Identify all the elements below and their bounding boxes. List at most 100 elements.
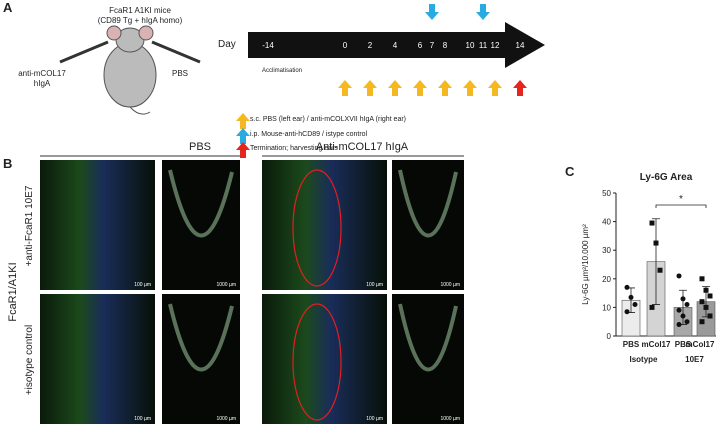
row-label: +anti-FcaR1 10E7 — [24, 185, 35, 266]
acclimatisation: Acclimatisation — [262, 68, 302, 74]
mouse-title: FcaR1 A1KI mice — [109, 6, 171, 15]
panel-letter: A — [3, 0, 13, 15]
point — [624, 284, 630, 290]
day-tick: 0 — [343, 41, 348, 50]
chart-title: Ly-6G Area — [640, 172, 693, 183]
roi — [292, 169, 342, 287]
point — [624, 309, 630, 315]
arrow — [463, 80, 477, 96]
y-tick-label: 30 — [602, 246, 611, 255]
arrow — [363, 80, 377, 96]
scale-bar: 1000 µm — [216, 282, 236, 288]
day-tick: 14 — [516, 41, 525, 50]
y-tick-label: 0 — [607, 332, 612, 341]
y-tick-label: 20 — [602, 275, 611, 284]
roi — [292, 303, 342, 421]
day-tick: 10 — [466, 41, 475, 50]
column-header: PBS — [189, 141, 211, 153]
significance-bracket — [655, 204, 707, 208]
x-tick-label: PBS — [675, 340, 692, 349]
day-tick: 4 — [393, 41, 398, 50]
arrow — [513, 80, 527, 96]
syringe — [151, 40, 201, 64]
point — [676, 322, 682, 328]
day-label: Day — [218, 39, 236, 50]
significance: * — [679, 194, 683, 205]
point — [680, 313, 686, 319]
point — [703, 287, 709, 293]
scale-bar: 1000 µm — [440, 282, 460, 288]
panel-letter: C — [565, 164, 575, 179]
day-tick: 2 — [368, 41, 373, 50]
tissue-section — [168, 169, 234, 238]
row-group: FcaR1/A1KI — [7, 262, 19, 321]
day-tick: 6 — [418, 41, 423, 50]
column-header: Anti-mCOL17 hIgA — [316, 141, 409, 153]
point — [703, 304, 709, 310]
micrograph — [262, 294, 387, 424]
y-axis-label: Ly-6G µm²/10.000 µm² — [581, 224, 590, 305]
point — [699, 299, 705, 305]
point — [684, 319, 690, 325]
point — [680, 296, 686, 302]
point — [684, 302, 690, 308]
day-tick: 8 — [443, 41, 448, 50]
arrow — [338, 80, 352, 96]
injection-label: PBS — [172, 69, 188, 78]
point — [632, 302, 638, 308]
scale-bar: 100 µm — [366, 416, 383, 422]
legend-text: s.c. PBS (left ear) / anti-mCOLXVII hIgA… — [250, 116, 406, 123]
point — [676, 273, 682, 279]
y-tick-label: 50 — [602, 189, 611, 198]
day-tick: -14 — [262, 41, 274, 50]
scale-bar: 100 µm — [134, 282, 151, 288]
arrow — [236, 128, 250, 144]
point — [649, 220, 655, 226]
micrograph — [162, 160, 240, 290]
error-bar — [652, 218, 660, 305]
y-tick-label: 10 — [602, 303, 611, 312]
day-tick: 7 — [430, 41, 435, 50]
arrow — [236, 113, 250, 129]
legend-text: Termination; harvesting ears — [250, 145, 338, 152]
y-tick-label: 40 — [602, 218, 611, 227]
mouse — [103, 25, 157, 115]
tissue-section — [168, 303, 234, 372]
x-tick-label: mCol17 — [686, 340, 715, 349]
arrow — [425, 4, 439, 20]
point — [657, 267, 663, 273]
injection-label: hIgA — [34, 79, 51, 88]
group-label: Isotype — [629, 355, 658, 364]
x-tick-label: mCol17 — [642, 340, 671, 349]
scale-bar: 100 µm — [366, 282, 383, 288]
point — [653, 240, 659, 246]
syringe — [59, 40, 109, 64]
day-tick: 12 — [491, 41, 500, 50]
arrow — [476, 4, 490, 20]
micrograph — [162, 294, 240, 424]
tissue-section — [398, 169, 458, 238]
day-tick: 11 — [479, 41, 488, 50]
micrograph — [40, 160, 155, 290]
point — [707, 313, 713, 319]
scale-bar: 100 µm — [134, 416, 151, 422]
row-label: +isotype control — [24, 325, 35, 395]
scale-bar: 1000 µm — [440, 416, 460, 422]
arrow — [488, 80, 502, 96]
point — [707, 293, 713, 299]
arrow — [413, 80, 427, 96]
point — [699, 319, 705, 325]
panel-letter: B — [3, 156, 12, 171]
arrow — [438, 80, 452, 96]
point — [699, 276, 705, 282]
point — [628, 294, 634, 300]
arrow — [388, 80, 402, 96]
point — [676, 307, 682, 313]
arrow — [236, 142, 250, 158]
tissue-section — [398, 303, 458, 372]
injection-label: anti-mCOL17 — [18, 69, 66, 78]
point — [649, 304, 655, 310]
scale-bar: 1000 µm — [216, 416, 236, 422]
timeline — [248, 22, 545, 68]
